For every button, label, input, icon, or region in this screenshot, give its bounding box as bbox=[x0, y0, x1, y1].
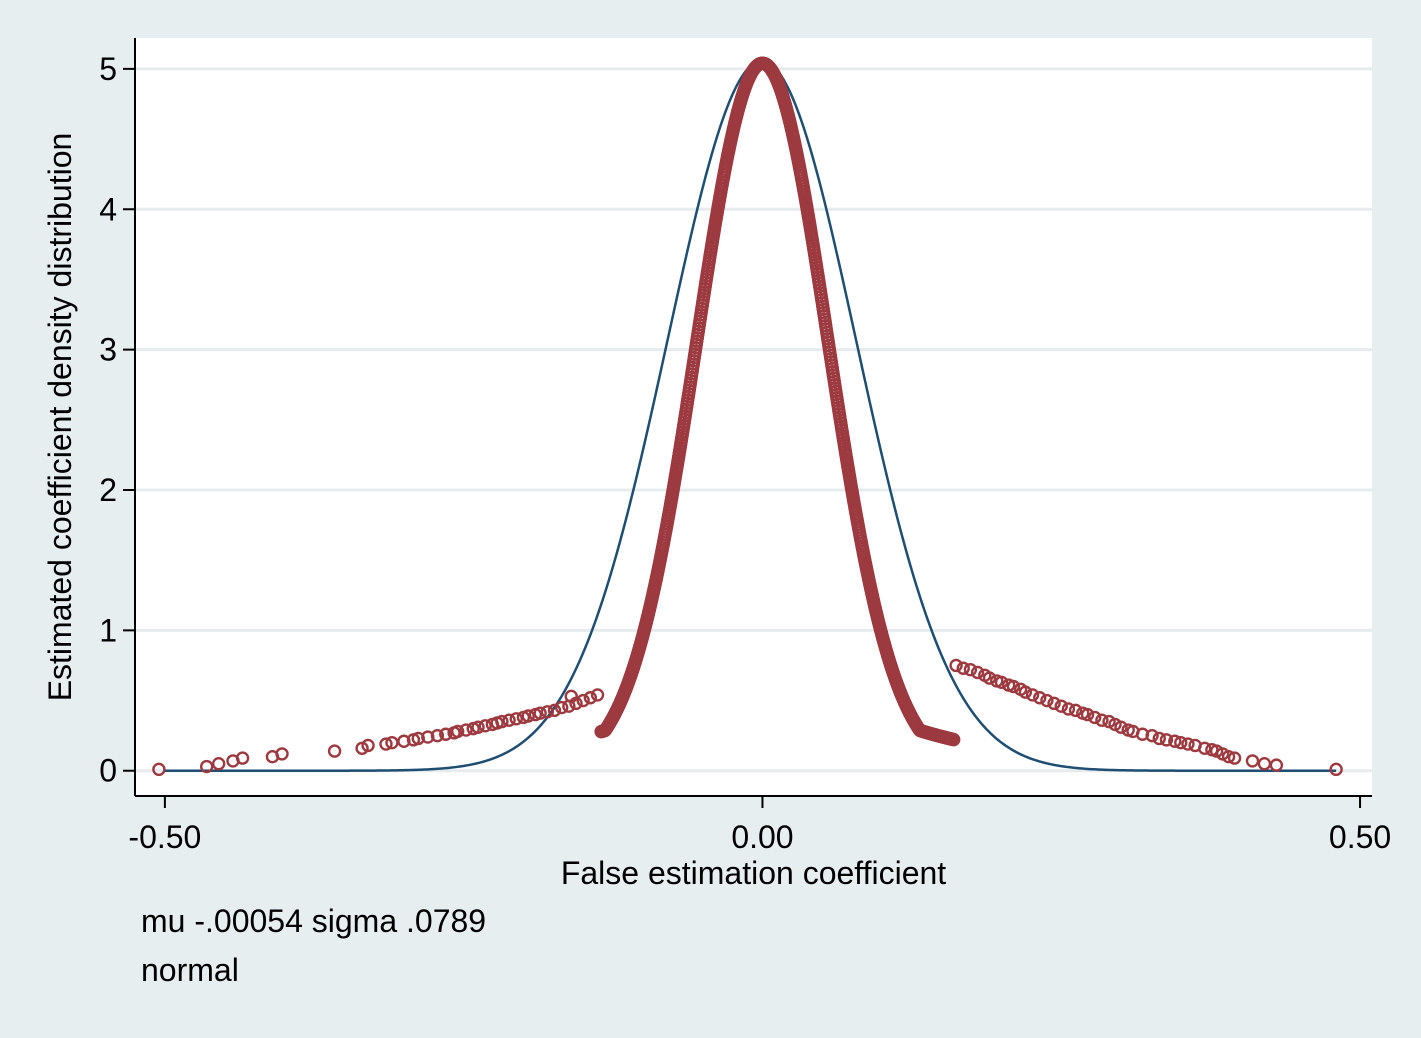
density-point bbox=[200, 759, 214, 774]
density-point bbox=[946, 732, 961, 747]
density-point bbox=[1227, 751, 1242, 765]
density-point bbox=[1135, 727, 1150, 741]
density-point bbox=[1114, 720, 1128, 734]
density-point bbox=[1269, 758, 1284, 772]
x-tick-label: -0.50 bbox=[128, 819, 201, 855]
density-point bbox=[451, 724, 465, 739]
y-tick-label: 1 bbox=[99, 612, 117, 648]
density-point bbox=[361, 738, 375, 753]
density-point bbox=[533, 706, 547, 720]
density-point bbox=[1061, 702, 1076, 716]
density-point bbox=[1025, 688, 1040, 702]
density-point bbox=[1047, 696, 1061, 711]
y-tick-label: 3 bbox=[99, 332, 117, 368]
density-point bbox=[1145, 728, 1159, 743]
density-point bbox=[1068, 703, 1083, 718]
density-point bbox=[982, 671, 997, 685]
density-point bbox=[1054, 699, 1068, 713]
density-point bbox=[471, 720, 485, 734]
density-point bbox=[502, 713, 516, 727]
density-point bbox=[554, 700, 569, 715]
density-point bbox=[576, 693, 590, 708]
y-tick-label: 5 bbox=[99, 51, 117, 87]
note-mu-sigma: mu -.00054 sigma .0789 bbox=[141, 903, 486, 939]
density-point bbox=[1018, 685, 1033, 699]
density-point bbox=[1197, 741, 1212, 755]
density-point bbox=[994, 675, 1009, 689]
axes-layer bbox=[134, 38, 1372, 797]
density-point bbox=[540, 705, 555, 719]
density-point bbox=[1006, 679, 1021, 694]
density-point bbox=[495, 714, 509, 729]
density-point bbox=[430, 728, 445, 743]
density-point bbox=[583, 691, 598, 705]
density-point bbox=[439, 727, 453, 741]
density-point bbox=[1095, 713, 1109, 727]
density-point bbox=[590, 688, 605, 702]
density-point bbox=[509, 712, 523, 726]
ticks-layer: 0 1 2 3 4 5 -0.50 0.00 0.50 bbox=[99, 51, 1391, 855]
density-point bbox=[478, 719, 492, 733]
density-point bbox=[949, 658, 963, 673]
density-point bbox=[1040, 693, 1054, 708]
y-tick-label: 2 bbox=[99, 472, 117, 508]
density-point bbox=[1221, 750, 1236, 764]
density-point bbox=[1174, 735, 1188, 750]
density-point bbox=[152, 762, 166, 777]
density-point bbox=[235, 751, 250, 765]
x-tick-label: 0.50 bbox=[1329, 819, 1391, 855]
density-point bbox=[963, 662, 978, 677]
density-point bbox=[459, 723, 473, 737]
plot-area bbox=[135, 38, 1372, 796]
y-tick-label: 0 bbox=[99, 753, 117, 789]
density-point bbox=[547, 703, 562, 718]
density-point bbox=[1159, 733, 1174, 747]
density-points-layer bbox=[152, 56, 1343, 777]
density-point bbox=[1080, 707, 1095, 722]
y-axis-label: Estimated coefficient density distributi… bbox=[42, 133, 78, 702]
density-point bbox=[397, 734, 411, 748]
density-point bbox=[1168, 734, 1182, 748]
density-point bbox=[211, 757, 226, 771]
density-point bbox=[1329, 762, 1343, 777]
density-point bbox=[275, 747, 289, 761]
x-tick-label: 0.00 bbox=[731, 819, 793, 855]
density-point bbox=[1245, 754, 1260, 768]
density-point bbox=[327, 744, 342, 758]
density-point bbox=[379, 737, 393, 751]
density-point bbox=[956, 661, 970, 675]
density-point bbox=[564, 689, 578, 704]
density-point bbox=[1181, 737, 1195, 751]
note-normal: normal bbox=[141, 952, 239, 988]
density-point bbox=[970, 665, 985, 680]
density-point bbox=[1033, 691, 1047, 705]
density-point bbox=[421, 730, 435, 744]
density-point bbox=[1152, 731, 1166, 746]
x-axis-label: False estimation coefficient bbox=[561, 855, 946, 891]
y-tick-label: 4 bbox=[99, 191, 117, 227]
density-point bbox=[411, 731, 425, 746]
density-point bbox=[521, 709, 535, 723]
density-point bbox=[1088, 710, 1102, 725]
